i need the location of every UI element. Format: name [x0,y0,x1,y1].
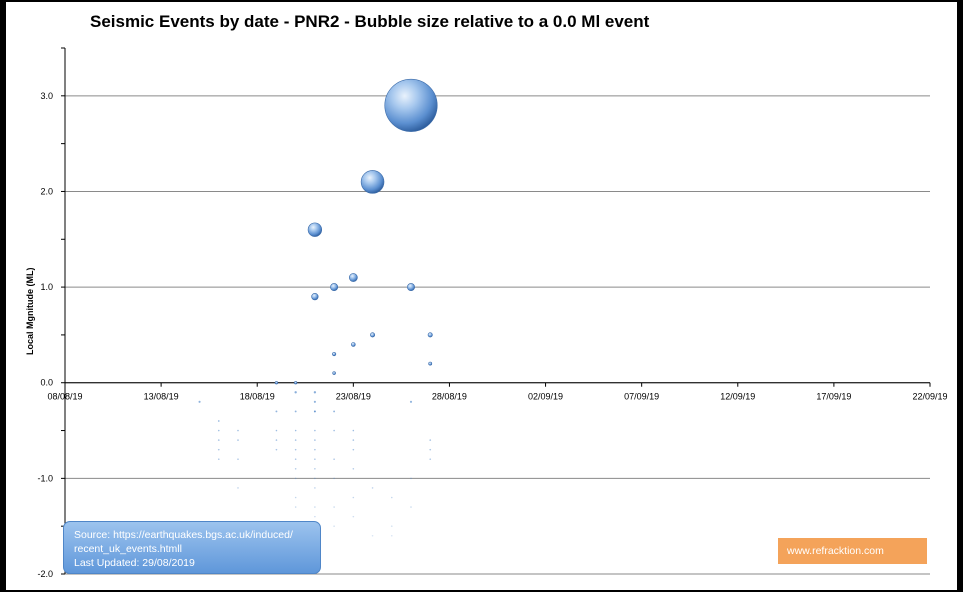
data-bubble [409,400,413,403]
data-bubble [390,534,393,537]
y-tick-label: -2.0 [37,569,53,579]
data-bubble [352,439,355,441]
data-bubble [371,487,374,489]
data-bubble [294,439,297,441]
x-tick-label: 07/09/19 [624,392,659,402]
x-tick-label: 17/09/19 [816,392,851,402]
x-tick-label: 23/08/19 [336,392,371,402]
data-bubble [333,458,335,461]
data-bubble [348,273,358,282]
data-bubble [384,78,438,132]
source-line-1: Source: https://earthquakes.bgs.ac.uk/in… [74,529,293,541]
data-bubble [352,429,355,432]
data-bubble [351,342,356,347]
data-bubble [275,439,278,441]
source-line-2: recent_uk_events.htmll [74,543,182,555]
data-bubble [275,410,278,413]
x-tick-label: 18/08/19 [240,392,275,402]
y-tick-label: 1.0 [40,282,53,292]
x-tick-label: 02/09/19 [528,392,563,402]
data-bubble [332,351,337,357]
data-bubble [314,448,316,451]
x-tick-label: 22/09/19 [912,392,947,402]
x-tick-label: 12/09/19 [720,392,755,402]
data-bubble [217,448,220,451]
x-tick-label: 28/08/19 [432,392,467,402]
data-bubble [294,506,297,508]
data-bubble [294,477,297,480]
data-bubble [198,400,201,403]
data-bubble [313,400,316,403]
data-bubble [330,283,339,292]
chart-frame: Seismic Events by date - PNR2 - Bubble s… [6,2,957,590]
data-bubble [237,429,239,432]
data-bubble [352,468,355,470]
data-bubble [333,525,335,527]
data-bubble [428,361,433,366]
data-bubble [370,332,376,338]
chart-title: Seismic Events by date - PNR2 - Bubble s… [90,12,650,31]
data-bubble [313,391,317,394]
data-bubble [427,332,433,338]
data-bubble [237,439,239,441]
data-bubble [314,458,316,461]
last-updated-text: Last Updated: 29/08/2019 [74,557,195,569]
data-bubble [429,439,432,441]
data-bubble [333,429,335,432]
data-bubble [352,448,355,451]
data-bubble [410,477,412,480]
data-bubble [307,222,323,237]
y-tick-label: -1.0 [37,473,53,483]
data-bubble [294,429,297,432]
y-axis-label: Local Mgnitude (ML) [25,268,35,356]
data-bubble [217,458,220,461]
data-bubble [294,448,297,451]
data-bubble [275,448,278,451]
data-bubble [333,410,336,413]
data-bubble [217,429,220,432]
data-bubble [237,458,239,461]
data-bubble [407,283,415,292]
data-bubble [314,468,316,470]
data-bubble [314,477,316,480]
data-bubble [429,448,432,451]
source-note: Source: https://earthquakes.bgs.ac.uk/in… [63,521,321,574]
data-bubble [313,410,316,413]
data-bubble [294,468,297,470]
y-tick-label: 0.0 [40,378,53,388]
data-bubble [237,487,239,489]
data-bubble [390,525,393,527]
data-bubble [294,410,297,413]
data-bubble [217,420,220,422]
data-bubble [314,506,316,508]
data-bubble [275,429,278,432]
y-tick-label: 2.0 [40,186,53,196]
data-bubble [314,429,316,432]
data-bubble [294,381,298,385]
data-bubble [390,496,393,499]
data-bubble [360,170,385,194]
site-label: www.refracktion.com [778,538,927,564]
data-bubble [314,515,316,518]
data-bubble [429,458,432,461]
data-bubble [352,496,355,499]
chart-canvas: Seismic Events by date - PNR2 - Bubble s… [25,12,948,579]
data-bubble [371,534,374,537]
data-bubble [294,391,297,394]
data-bubble [294,496,297,499]
data-bubble [314,487,316,489]
data-bubble [410,506,412,508]
data-bubble [314,439,316,441]
data-bubble [352,515,355,518]
data-bubble [311,293,319,301]
data-bubble [333,506,335,508]
y-tick-label: 3.0 [40,91,53,101]
data-bubble [294,458,297,461]
x-tick-label: 13/08/19 [144,392,179,402]
data-bubble [274,381,279,385]
x-tick-label: 08/08/19 [47,392,82,402]
data-bubble [332,371,336,375]
data-bubble [217,439,220,441]
data-bubble [333,477,335,480]
